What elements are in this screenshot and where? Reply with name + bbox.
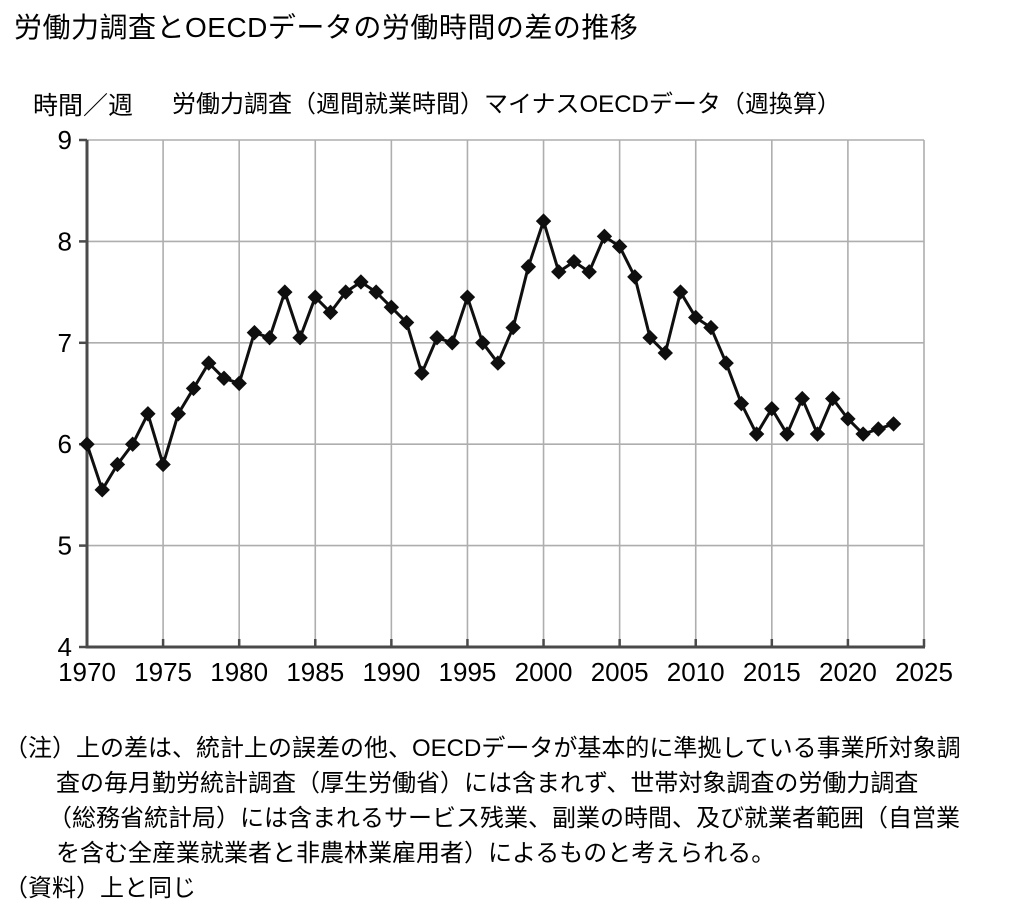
x-tick-label: 2010 (667, 657, 725, 687)
x-tick-label: 2025 (895, 657, 953, 687)
data-point (140, 406, 156, 422)
data-point (261, 330, 278, 346)
data-point (611, 238, 628, 255)
x-tick-label: 2015 (743, 657, 801, 687)
chart-title: 労働力調査とOECDデータの労働時間の差の推移 (14, 12, 639, 43)
data-point (566, 253, 582, 270)
note-line: （総務省統計局）には含まれるサービス残業、副業の時間、及び就業者範囲（自営業 (48, 805, 960, 832)
difference-line-chart: 4 5 6 7 8 9 1970 1975 1980 1985 1990 1995 2000 2005 20… (58, 125, 953, 687)
x-tick-label: 2000 (515, 657, 573, 687)
data-point (444, 335, 460, 351)
note-line: 査の毎月勤労統計調査（厚生労働省）には含まれず、世帯対象調査の労働力調査 (56, 770, 919, 797)
source-line: （資料）上と同じ (4, 875, 196, 902)
data-point (124, 436, 141, 452)
data-point (490, 355, 506, 371)
data-point (551, 264, 567, 280)
y-tick-label: 9 (58, 125, 72, 155)
data-point (429, 330, 445, 346)
y-tick-label: 5 (58, 531, 72, 561)
data-point (505, 319, 521, 336)
x-tick-label: 1980 (210, 657, 268, 687)
x-tick-label: 2005 (591, 657, 649, 687)
data-point (764, 401, 780, 417)
data-point (155, 456, 171, 473)
data-point (733, 395, 750, 412)
data-point (794, 390, 810, 407)
data-point (688, 309, 704, 326)
data-point (79, 436, 95, 452)
x-tick-label: 2020 (819, 657, 877, 687)
chart-data-series (79, 213, 902, 498)
data-point (292, 330, 308, 346)
data-point (779, 426, 795, 442)
data-point (185, 380, 202, 397)
data-point (627, 269, 643, 285)
data-point (368, 284, 384, 300)
data-point (109, 456, 126, 473)
data-point (642, 330, 658, 346)
data-point (383, 299, 400, 316)
chart-axes (79, 138, 926, 649)
data-point (353, 274, 369, 290)
data-point (885, 416, 902, 432)
footnote-block: （注）上の差は、統計上の誤差の他、OECDデータが基本的に準拠している事業所対象… (4, 731, 1007, 904)
data-point (657, 345, 673, 361)
note-line: を含む全産業就業者と非農林業雇用者）によるものと考えられる。 (56, 840, 776, 867)
data-point (170, 406, 187, 422)
y-tick-label: 8 (58, 226, 72, 256)
y-tick-label: 7 (58, 328, 72, 358)
data-point (414, 365, 430, 381)
data-point (809, 426, 826, 442)
data-point (474, 335, 491, 351)
data-point (307, 289, 323, 305)
data-point (94, 482, 110, 498)
data-point (581, 264, 597, 280)
data-point (596, 228, 613, 245)
data-point (231, 375, 247, 392)
data-point (824, 390, 841, 407)
data-point (703, 319, 719, 336)
data-point (322, 304, 339, 321)
x-tick-label: 1990 (362, 657, 420, 687)
x-tick-label: 1975 (134, 657, 192, 687)
data-point (216, 370, 232, 386)
data-point (672, 284, 689, 300)
y-axis-unit-label: 時間／週 (33, 92, 134, 120)
data-point (870, 421, 887, 437)
x-tick-label: 1995 (439, 657, 497, 687)
y-tick-label: 6 (58, 429, 72, 459)
chart-tick-labels: 4 5 6 7 8 9 1970 1975 1980 1985 1990 1995 2000 2005 20… (58, 125, 953, 687)
data-point (201, 355, 217, 371)
series-definition-label: 労働力調査（週間就業時間）マイナスOECDデータ（週換算） (172, 91, 841, 118)
data-point (338, 284, 354, 300)
data-point (855, 426, 871, 442)
data-point (277, 284, 293, 300)
x-tick-label: 1985 (286, 657, 344, 687)
chart-gridlines (87, 139, 925, 647)
data-point (718, 355, 734, 371)
data-point (840, 411, 856, 427)
data-point (535, 213, 552, 229)
data-point (520, 259, 537, 275)
data-point (246, 324, 263, 341)
note-line: （注）上の差は、統計上の誤差の他、OECDデータが基本的に準拠している事業所対象… (4, 735, 961, 762)
x-tick-label: 1970 (58, 657, 116, 687)
y-tick-label: 4 (58, 632, 72, 662)
data-point (748, 426, 765, 442)
data-point (398, 314, 415, 331)
data-point (459, 289, 476, 305)
